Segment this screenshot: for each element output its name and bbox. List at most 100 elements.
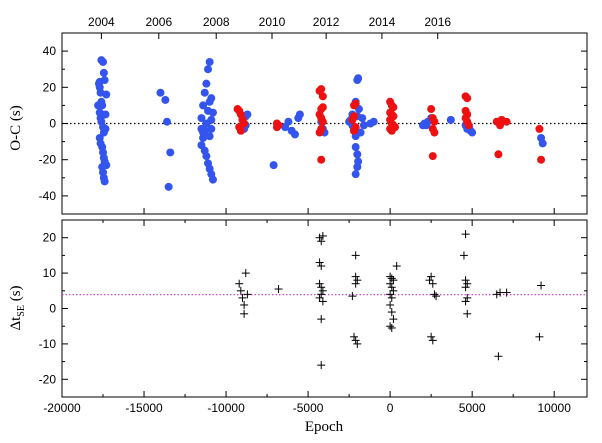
plus-marker xyxy=(492,290,501,299)
blue-point xyxy=(100,76,109,85)
red-point xyxy=(318,92,327,101)
blue-point xyxy=(102,161,111,170)
red-point xyxy=(351,99,360,108)
plus-marker xyxy=(432,292,441,301)
plus-marker xyxy=(389,286,398,295)
bottom-xtick-label: 0 xyxy=(387,401,394,415)
bottom-ytick-label: -10 xyxy=(39,337,57,351)
top-axis-ticks: -40 -20 0 20 40 2004 2006 2008 2010 2012 2014 2016 xyxy=(39,15,587,215)
plus-marker xyxy=(427,332,436,341)
bottom-ytick-label: 0 xyxy=(49,302,56,316)
red-point xyxy=(428,152,437,161)
bottom-xtick-label: -5000 xyxy=(293,401,324,415)
blue-point xyxy=(359,121,368,130)
bottom-xtick-label: -15000 xyxy=(125,401,163,415)
plus-marker xyxy=(463,309,472,318)
blue-point xyxy=(208,175,217,184)
blue-point xyxy=(99,57,108,66)
blue-point xyxy=(204,65,213,74)
red-point xyxy=(348,115,357,124)
blue-point xyxy=(199,128,208,137)
blue-point xyxy=(161,95,170,104)
top-ylabel: O-C (s) xyxy=(8,105,24,150)
plus-marker xyxy=(386,279,395,288)
blue-point xyxy=(369,117,378,126)
plus-marker xyxy=(425,276,434,285)
top-year-label: 2010 xyxy=(259,15,286,29)
bottom-xtick-label: -10000 xyxy=(207,401,245,415)
plus-marker xyxy=(389,315,398,324)
plus-marker xyxy=(315,279,324,288)
plus-marker xyxy=(318,231,327,240)
plus-marker xyxy=(238,293,247,302)
plus-marker xyxy=(317,361,326,370)
top-ytick-label: 20 xyxy=(43,80,57,94)
plus-marker xyxy=(427,272,436,281)
blue-point xyxy=(205,57,214,66)
plus-marker xyxy=(386,300,395,309)
plus-marker xyxy=(537,281,546,290)
blue-point xyxy=(353,162,362,171)
red-point xyxy=(315,128,324,137)
blue-point xyxy=(205,132,214,141)
bottom-xtick-label: 5000 xyxy=(459,401,486,415)
plus-marker xyxy=(353,339,362,348)
blue-point xyxy=(207,94,216,103)
plus-marker xyxy=(353,276,362,285)
plus-marker xyxy=(461,297,470,306)
red-point xyxy=(463,94,472,103)
plus-marker xyxy=(315,258,324,267)
plus-marker xyxy=(428,279,437,288)
top-year-label: 2008 xyxy=(203,15,230,29)
red-point xyxy=(464,121,473,130)
red-point xyxy=(318,117,327,126)
plus-marker xyxy=(463,293,472,302)
plus-marker xyxy=(241,269,250,278)
red-point xyxy=(427,105,436,114)
plus-marker xyxy=(389,276,398,285)
plus-marker xyxy=(240,309,249,318)
blue-point xyxy=(102,90,111,99)
blue-point xyxy=(164,182,173,191)
plus-marker xyxy=(317,237,326,246)
blue-point xyxy=(295,110,304,119)
red-point xyxy=(317,155,326,164)
plus-marker xyxy=(502,288,511,297)
bottom-ylabel-main: Δt xyxy=(8,316,24,331)
red-point xyxy=(350,126,359,135)
bottom-panel-frame xyxy=(61,219,588,398)
blue-point xyxy=(356,128,365,137)
blue-point xyxy=(351,143,360,152)
top-data-marks xyxy=(62,56,587,191)
blue-point xyxy=(207,115,216,124)
plus-marker xyxy=(318,297,327,306)
plus-marker xyxy=(351,251,360,260)
bottom-ylabel-suffix: (s) xyxy=(8,285,24,305)
bottom-ytick-label: -20 xyxy=(39,372,57,386)
plus-marker xyxy=(317,290,326,299)
red-point xyxy=(430,128,439,137)
bottom-xtick-label: 10000 xyxy=(538,401,572,415)
bottom-axis-ticks: -20 -10 0 10 20 -20000 -15000 -10000 -5000 0 5000 1… xyxy=(39,219,587,415)
blue-point xyxy=(100,177,109,186)
blue-point xyxy=(290,130,299,139)
bottom-ylabel: ΔtSE (s) xyxy=(8,285,27,330)
top-year-label: 2012 xyxy=(313,15,340,29)
plus-marker xyxy=(386,272,395,281)
plus-marker xyxy=(387,283,396,292)
bottom-xtick-label: -20000 xyxy=(43,401,81,415)
blue-point xyxy=(197,114,206,123)
top-year-label: 2014 xyxy=(369,15,396,29)
top-year-label: 2006 xyxy=(145,15,172,29)
blue-point xyxy=(207,124,216,133)
blue-point xyxy=(354,74,363,83)
blue-point xyxy=(202,152,211,161)
blue-point xyxy=(243,110,252,119)
plus-marker xyxy=(315,293,324,302)
plus-marker xyxy=(317,283,326,292)
red-point xyxy=(535,124,544,133)
red-point xyxy=(272,119,281,128)
blue-point xyxy=(199,101,208,110)
